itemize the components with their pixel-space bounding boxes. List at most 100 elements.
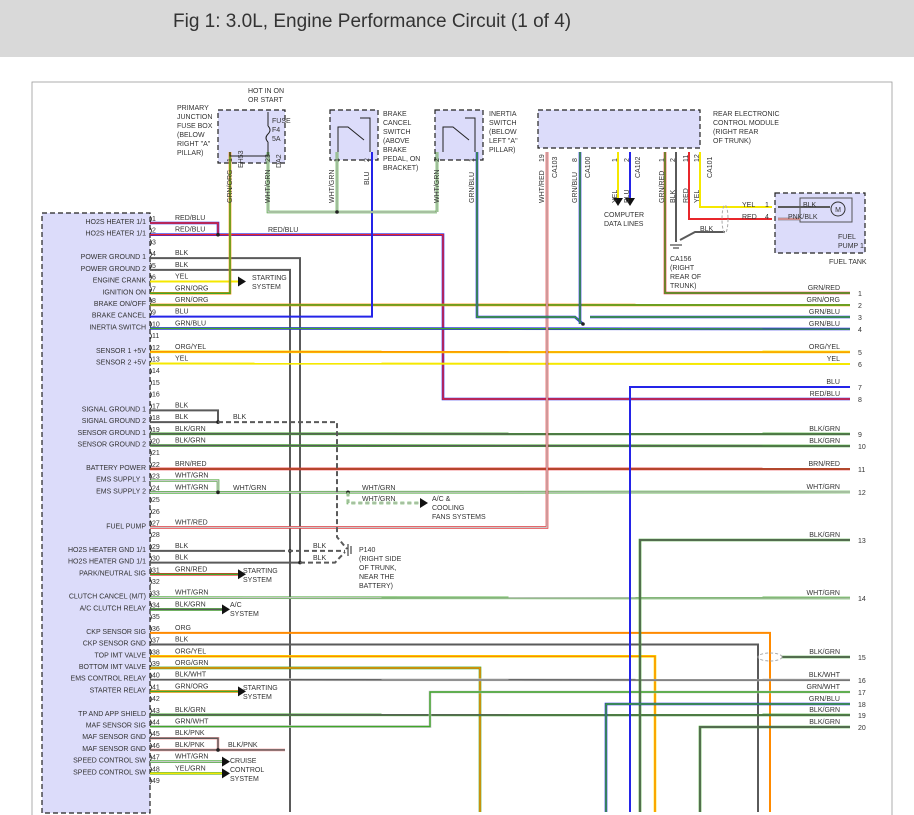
fuse-label: F4 bbox=[272, 127, 280, 134]
pin-number: 32 bbox=[152, 579, 160, 586]
inline-wire-label: WHT/GRN bbox=[362, 485, 395, 492]
wire-pin-10 bbox=[149, 327, 851, 330]
pin-terminal-icon bbox=[149, 367, 152, 375]
shield-icon bbox=[757, 652, 783, 662]
pin-number: 16 bbox=[152, 392, 160, 399]
rear-ecm-label: CONTROL MODULE bbox=[713, 120, 779, 127]
pin-terminal-icon bbox=[149, 274, 152, 281]
inline-wire-label: BLK bbox=[233, 414, 247, 421]
pin-number: 48 bbox=[152, 766, 160, 773]
pin-name: STARTER RELAY bbox=[90, 687, 147, 694]
wire-color-label: GRN/ORG bbox=[175, 683, 208, 690]
pin-terminal-icon bbox=[149, 285, 152, 293]
fuel-pump-module bbox=[774, 192, 866, 254]
pin-terminal-icon bbox=[149, 730, 152, 738]
ac-cooling-fans-label: A/C & bbox=[432, 496, 451, 503]
right-wire-label: WHT/GRN bbox=[807, 590, 840, 597]
starting-system-label: SYSTEM bbox=[243, 577, 272, 584]
wire-color-label: BLK/GRN bbox=[175, 707, 206, 714]
pin-number: 27 bbox=[152, 520, 160, 527]
fuse-box-label: JUNCTION bbox=[177, 114, 212, 121]
pin-terminal-icon bbox=[149, 227, 152, 234]
pin-terminal-icon bbox=[149, 426, 152, 434]
pin-terminal-icon bbox=[149, 613, 152, 621]
pin-number: 13 bbox=[152, 357, 160, 364]
pin-terminal-icon bbox=[149, 543, 152, 551]
wire-ecm-12 bbox=[699, 152, 772, 208]
arrow-icon bbox=[238, 686, 246, 697]
starting-system-label: SYSTEM bbox=[252, 284, 281, 291]
brake-switch-label: SWITCH bbox=[383, 129, 411, 136]
arrow-icon bbox=[222, 768, 230, 779]
wire-color-label: WHT/GRN bbox=[175, 590, 208, 597]
starting-system-label: STARTING bbox=[243, 685, 278, 692]
wire-ecm-11 bbox=[688, 152, 772, 220]
pin-number: 44 bbox=[152, 720, 160, 727]
pin-terminal-icon bbox=[149, 379, 152, 387]
brake-pin-wire: BLU bbox=[364, 171, 371, 185]
fuse-connector-id: EH53 bbox=[238, 150, 245, 168]
inertia-switch-label: PILLAR) bbox=[489, 147, 515, 154]
switch-contact-icon bbox=[337, 126, 365, 152]
brake-switch-label: BRAKE bbox=[383, 147, 407, 154]
diagram-frame bbox=[31, 81, 893, 815]
pin-name: FUEL PUMP bbox=[106, 523, 146, 530]
right-terminal-number: 3 bbox=[858, 315, 862, 322]
wire-color-label: RED/BLU bbox=[175, 227, 205, 234]
pin-terminal-icon bbox=[149, 602, 152, 609]
ecm-connector-id: CA103 bbox=[552, 156, 559, 178]
splice-dot bbox=[216, 748, 220, 752]
right-terminal-number: 9 bbox=[858, 432, 862, 439]
wire-color-label: ORG/YEL bbox=[175, 648, 206, 655]
wire-color-label: WHT/RED bbox=[175, 519, 208, 526]
right-terminal-number: 7 bbox=[858, 385, 862, 392]
rear-ecm-label: (RIGHT REAR bbox=[713, 129, 758, 136]
ecm-pin-wire: GRN/BLU bbox=[572, 172, 579, 203]
inertia-pin-wire: GRN/BLU bbox=[469, 172, 476, 203]
wire-inertia-1-stripe bbox=[475, 152, 584, 325]
pin-number: 49 bbox=[152, 778, 160, 785]
pin-terminal-icon bbox=[149, 449, 152, 457]
pin-name: ENGINE CRANK bbox=[93, 278, 147, 285]
inertia-pin-number: 2 bbox=[434, 158, 441, 162]
ecm-pin-number: 19 bbox=[539, 154, 546, 162]
pin-name: CKP SENSOR SIG bbox=[86, 629, 146, 636]
ecm-pin-number: 2 bbox=[670, 158, 677, 162]
wire-color-label: WHT/GRN bbox=[175, 473, 208, 480]
right-terminal-number: 5 bbox=[858, 350, 862, 357]
pin-terminal-icon bbox=[149, 215, 152, 223]
wire-pin-45 bbox=[150, 737, 219, 750]
inline-wire-label: WHT/GRN bbox=[233, 485, 266, 492]
wire-right-13 bbox=[639, 539, 850, 812]
pin-name: SPEED CONTROL SW bbox=[73, 758, 146, 765]
wire-color-label: GRN/WHT bbox=[175, 719, 209, 726]
wire-ho2s-gnd-30 bbox=[300, 551, 346, 564]
pin-number: 31 bbox=[152, 567, 160, 574]
wire-color-label: GRN/BLU bbox=[175, 320, 206, 327]
pin-number: 36 bbox=[152, 626, 160, 633]
pin-number: 2 bbox=[152, 228, 156, 235]
fuse-icon bbox=[265, 125, 271, 143]
right-wire-label: BLK/GRN bbox=[809, 649, 840, 656]
pin-name: BRAKE CANCEL bbox=[92, 313, 146, 320]
pin-number: 45 bbox=[152, 731, 160, 738]
right-terminal-number: 2 bbox=[858, 303, 862, 310]
pin-number: 33 bbox=[152, 591, 160, 598]
ac-system-label: SYSTEM bbox=[230, 611, 259, 618]
right-terminal-number: 6 bbox=[858, 362, 862, 369]
fuse-box-label: PRIMARY bbox=[177, 105, 209, 112]
right-terminal-number: 12 bbox=[858, 490, 866, 497]
pin-number: 26 bbox=[152, 509, 160, 516]
pin-name: SENSOR 2 +5V bbox=[96, 360, 146, 367]
arrow-down-icon bbox=[613, 198, 623, 206]
inline-wire-label: BLK/PNK bbox=[228, 742, 258, 749]
right-wire-label: BLK/GRN bbox=[809, 719, 840, 726]
fuse-box-label: (BELOW bbox=[177, 132, 205, 139]
starting-system-label: STARTING bbox=[243, 568, 278, 575]
pin-name: BOTTOM IMT VALVE bbox=[79, 664, 146, 671]
pin-terminal-icon bbox=[149, 473, 152, 480]
right-wire-label: BLU bbox=[826, 379, 840, 386]
rear-ecm-label: REAR ELECTRONIC bbox=[713, 111, 780, 118]
pin-number: 14 bbox=[152, 368, 160, 375]
